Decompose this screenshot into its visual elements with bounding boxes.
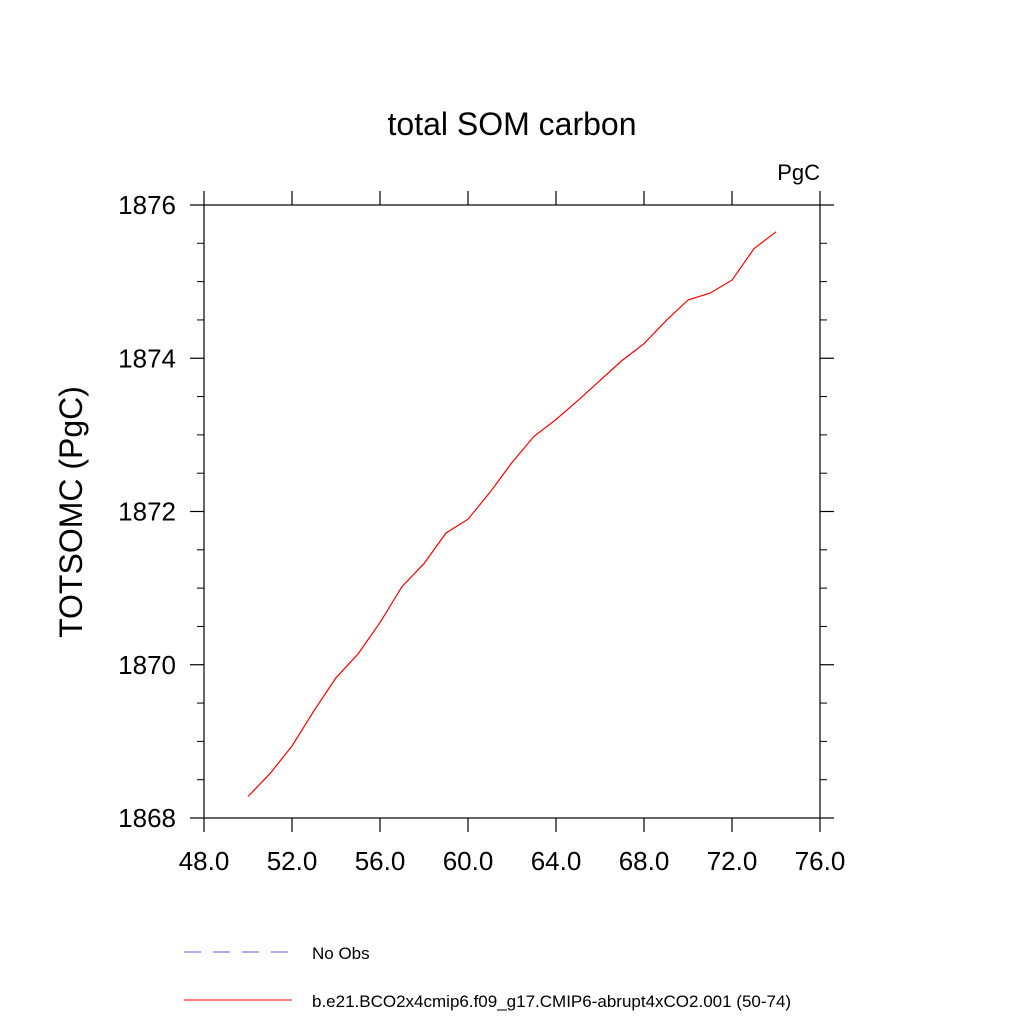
y-tick-label: 1874 [118, 343, 176, 373]
x-tick-label: 48.0 [179, 846, 230, 876]
y-tick-label: 1870 [118, 650, 176, 680]
legend-label-1: b.e21.BCO2x4cmip6.f09_g17.CMIP6-abrupt4x… [312, 992, 791, 1011]
x-tick-label: 68.0 [619, 846, 670, 876]
x-tick-label: 72.0 [707, 846, 758, 876]
x-tick-label: 56.0 [355, 846, 406, 876]
y-tick-label: 1876 [118, 190, 176, 220]
series-layer [247, 231, 777, 797]
legend-label-0: No Obs [312, 944, 370, 963]
plot-frame [203, 204, 821, 819]
y-tick-label: 1868 [118, 803, 176, 833]
x-tick-label: 76.0 [795, 846, 846, 876]
y-axis-label: TOTSOMC (PgC) [53, 386, 89, 638]
x-tick-label: 64.0 [531, 846, 582, 876]
x-tick-label: 60.0 [443, 846, 494, 876]
legend: No Obs b.e21.BCO2x4cmip6.f09_g17.CMIP6-ab… [184, 944, 791, 1011]
units-label: PgC [777, 160, 820, 185]
series-line [247, 231, 777, 797]
axes: 48.0 52.0 56.0 60.0 64.0 68.0 72.0 76.0 1868 1870… [118, 190, 845, 876]
chart-title: total SOM carbon [388, 106, 637, 142]
x-tick-label: 52.0 [267, 846, 318, 876]
y-tick-label: 1872 [118, 497, 176, 527]
